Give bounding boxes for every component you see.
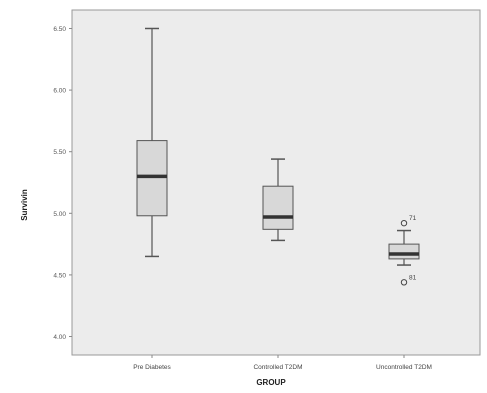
x-tick-label: Controlled T2DM bbox=[253, 364, 302, 371]
x-tick-label: Pre Diabetes bbox=[133, 364, 171, 371]
y-axis-ticks: 4.00 4.50 5.00 5.50 6.00 6.50 bbox=[53, 26, 72, 341]
x-tick-label: Uncontrolled T2DM bbox=[376, 364, 432, 371]
outlier-label: 71 bbox=[409, 215, 417, 222]
y-axis-title: Survivin bbox=[20, 189, 29, 221]
y-tick-label: 5.50 bbox=[53, 149, 66, 156]
box-3 bbox=[388, 229, 420, 266]
x-axis-title: GROUP bbox=[256, 378, 286, 387]
plot-area bbox=[71, 9, 481, 356]
y-tick-label: 5.00 bbox=[53, 211, 66, 218]
box-1 bbox=[136, 27, 168, 258]
y-tick-label: 6.50 bbox=[53, 26, 66, 33]
outlier-point bbox=[400, 279, 408, 286]
y-tick-label: 4.50 bbox=[53, 272, 66, 279]
box-iqr bbox=[262, 185, 294, 230]
x-axis-tick-labels: Pre Diabetes Controlled T2DM Uncontrolled … bbox=[133, 355, 432, 371]
y-tick-label: 4.00 bbox=[53, 334, 66, 341]
outlier-label: 81 bbox=[409, 274, 417, 281]
box-series: 71 81 bbox=[136, 27, 420, 286]
y-tick-label: 6.00 bbox=[53, 88, 66, 95]
box-2 bbox=[262, 158, 294, 242]
box-iqr bbox=[388, 243, 420, 260]
box-iqr bbox=[136, 140, 168, 217]
outlier-point bbox=[400, 219, 408, 227]
